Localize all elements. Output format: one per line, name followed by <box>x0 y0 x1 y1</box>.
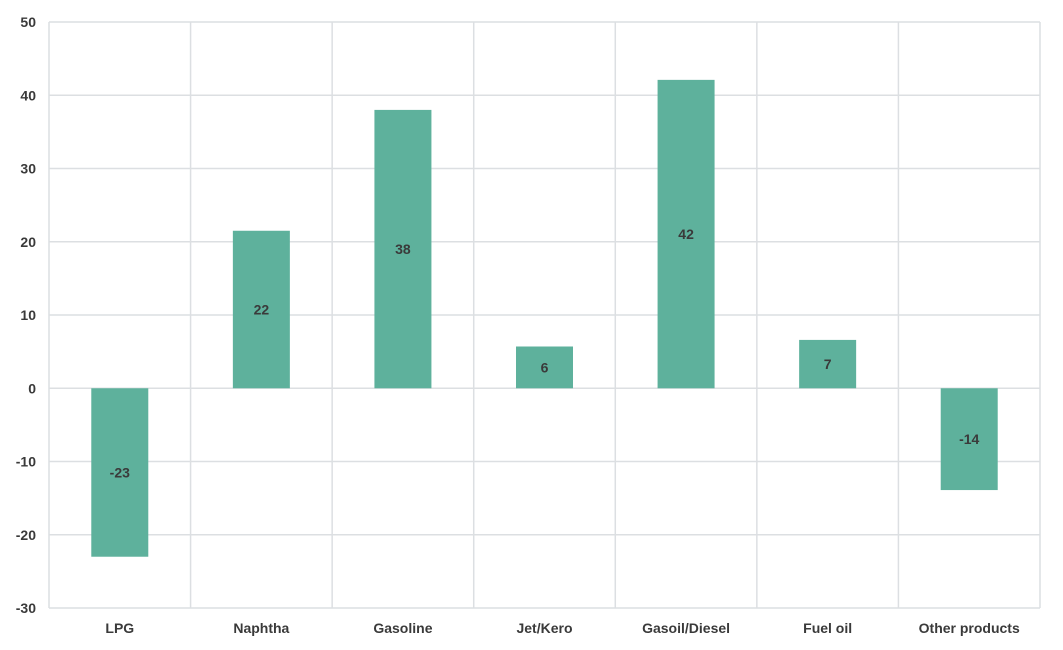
x-tick-label: Other products <box>919 620 1020 636</box>
data-label: 22 <box>254 302 270 318</box>
y-tick-label: -10 <box>16 454 36 470</box>
grid-layer <box>48 21 1041 609</box>
data-label: -14 <box>959 431 979 447</box>
y-tick-label: 0 <box>28 380 36 396</box>
bar[interactable] <box>516 346 573 389</box>
bar[interactable] <box>799 339 857 389</box>
y-tick-label: 30 <box>20 161 36 177</box>
x-tick-label: Naphtha <box>233 620 289 636</box>
bar-layer <box>91 79 998 557</box>
x-tick-label: LPG <box>105 620 134 636</box>
label-layer: 50 40 30 20 10 0 -10 -20 -30 -23 LPG 22 Naphtha 38 Gas… <box>16 14 1020 636</box>
data-label: 6 <box>541 359 549 375</box>
x-tick-label: Fuel oil <box>803 620 852 636</box>
data-label: 42 <box>678 226 694 242</box>
x-tick-label: Gasoil/Diesel <box>642 620 730 636</box>
y-tick-label: 10 <box>20 307 36 323</box>
y-tick-label: 40 <box>20 87 36 103</box>
data-label: 38 <box>395 241 411 257</box>
x-tick-label: Jet/Kero <box>516 620 572 636</box>
bar[interactable] <box>91 388 149 557</box>
y-tick-label: 20 <box>20 234 36 250</box>
bar[interactable] <box>232 230 290 389</box>
data-label: 7 <box>824 356 832 372</box>
y-tick-label: -30 <box>16 600 36 616</box>
bar[interactable] <box>657 79 715 389</box>
y-tick-label: -20 <box>16 527 36 543</box>
bar[interactable] <box>940 388 998 491</box>
data-label: -23 <box>110 464 130 480</box>
bar[interactable] <box>374 109 432 389</box>
x-tick-label: Gasoline <box>373 620 432 636</box>
y-tick-label: 50 <box>20 14 36 30</box>
